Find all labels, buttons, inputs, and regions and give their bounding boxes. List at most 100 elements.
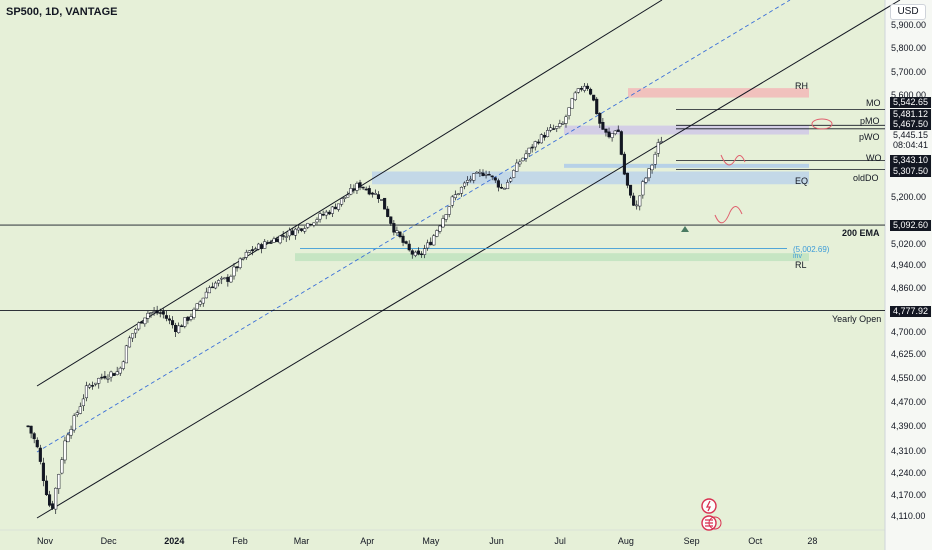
- candle: [601, 122, 605, 130]
- candle: [75, 412, 79, 415]
- candle: [229, 276, 233, 283]
- candle: [103, 375, 107, 379]
- candle: [610, 133, 614, 138]
- candle: [429, 241, 433, 246]
- time-tick-label: Dec: [101, 536, 118, 546]
- candle: [220, 277, 224, 280]
- candle: [598, 113, 602, 124]
- candle: [29, 425, 33, 434]
- candle: [656, 142, 660, 154]
- candle: [564, 116, 568, 124]
- candle: [644, 177, 648, 183]
- candle: [481, 172, 485, 176]
- price-tag-yearly-open: 4,777.92: [890, 306, 932, 317]
- candle: [506, 182, 510, 190]
- candle: [349, 188, 353, 195]
- candle: [35, 439, 39, 448]
- candle: [346, 194, 350, 198]
- candle: [60, 459, 64, 474]
- candle: [432, 235, 436, 246]
- candle: [318, 213, 322, 220]
- candle: [509, 178, 513, 182]
- candle: [628, 184, 633, 196]
- candle: [595, 98, 599, 115]
- price-tick-label: 4,110.00: [891, 511, 925, 521]
- candle: [653, 154, 657, 165]
- candle: [659, 141, 663, 143]
- signal-icon[interactable]: [701, 498, 717, 514]
- candle: [336, 203, 341, 210]
- candle: [456, 193, 460, 195]
- candle: [539, 134, 543, 144]
- flag-icon[interactable]: [701, 515, 722, 531]
- level-label-mo: MO: [866, 98, 881, 108]
- low-marker-arrow: [681, 226, 689, 232]
- candle: [84, 385, 88, 399]
- candle: [226, 276, 230, 282]
- time-tick-label: Apr: [360, 536, 374, 546]
- candle: [395, 230, 399, 233]
- candle: [207, 287, 211, 294]
- candle: [512, 170, 516, 178]
- time-tick-label: Feb: [232, 536, 248, 546]
- projection-drawing-lower: [714, 206, 743, 224]
- candle: [51, 503, 55, 509]
- candle: [293, 228, 298, 236]
- candle: [38, 447, 42, 462]
- price-tick-label: 5,200.00: [891, 192, 926, 202]
- candle: [69, 429, 73, 436]
- zone-band-1: [564, 125, 809, 135]
- candle: [164, 315, 168, 319]
- candle: [57, 474, 61, 489]
- candle: [109, 371, 113, 378]
- candle: [549, 127, 553, 131]
- candle: [536, 141, 540, 144]
- time-tick-label: Jun: [489, 536, 504, 546]
- candle: [592, 94, 596, 101]
- currency-button[interactable]: USD: [890, 4, 926, 20]
- time-tick-label: May: [422, 536, 440, 546]
- price-axis-panel[interactable]: [885, 0, 932, 550]
- candle: [63, 440, 67, 461]
- price-tick-label: 4,390.00: [891, 421, 926, 431]
- candle: [469, 178, 473, 181]
- candle: [66, 434, 70, 443]
- candle: [312, 222, 316, 226]
- candle: [542, 134, 547, 138]
- candle: [250, 249, 254, 252]
- candle: [272, 238, 276, 243]
- candle: [232, 266, 236, 277]
- candle: [561, 122, 565, 125]
- channel-midline: [36, 0, 791, 453]
- candle: [170, 320, 175, 326]
- candle: [462, 182, 467, 187]
- inv-line-note: inv: [793, 253, 802, 260]
- candle: [373, 193, 377, 195]
- price-tick-label: 4,470.00: [891, 397, 926, 407]
- candle: [201, 297, 205, 304]
- candle: [287, 229, 291, 237]
- level-label-yearly-open: Yearly Open: [832, 314, 882, 324]
- candle: [48, 494, 52, 506]
- time-tick-label: Oct: [748, 536, 763, 546]
- candle: [115, 371, 119, 375]
- candle: [343, 197, 347, 199]
- candle: [450, 196, 454, 206]
- time-tick-label: 28: [807, 536, 817, 546]
- price-tag-5481: 5,481.12: [890, 109, 932, 120]
- level-label-200ema: 200 EMA: [842, 228, 880, 238]
- candle: [330, 206, 334, 214]
- candle: [146, 312, 150, 319]
- zone-label-rh: RH: [795, 81, 808, 91]
- candle: [490, 175, 494, 178]
- candle: [158, 312, 162, 314]
- candle: [380, 199, 384, 201]
- price-tick-label: 4,310.00: [891, 446, 926, 456]
- zone-label-eq: EQ: [795, 176, 809, 186]
- candle: [355, 183, 359, 191]
- candle: [487, 173, 491, 176]
- candle: [100, 376, 104, 379]
- candle: [183, 317, 187, 327]
- candle: [238, 258, 242, 268]
